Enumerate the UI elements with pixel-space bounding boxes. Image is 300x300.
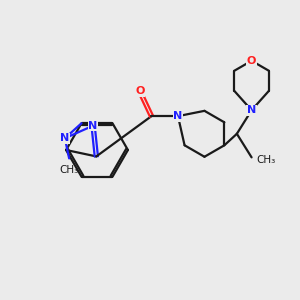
Text: O: O [135,86,144,96]
Text: N: N [60,133,70,143]
Text: N: N [247,105,256,115]
Text: N: N [173,111,183,121]
Text: O: O [247,56,256,66]
Text: N: N [88,121,98,131]
Text: CH₃: CH₃ [59,165,79,175]
Text: CH₃: CH₃ [256,155,275,165]
